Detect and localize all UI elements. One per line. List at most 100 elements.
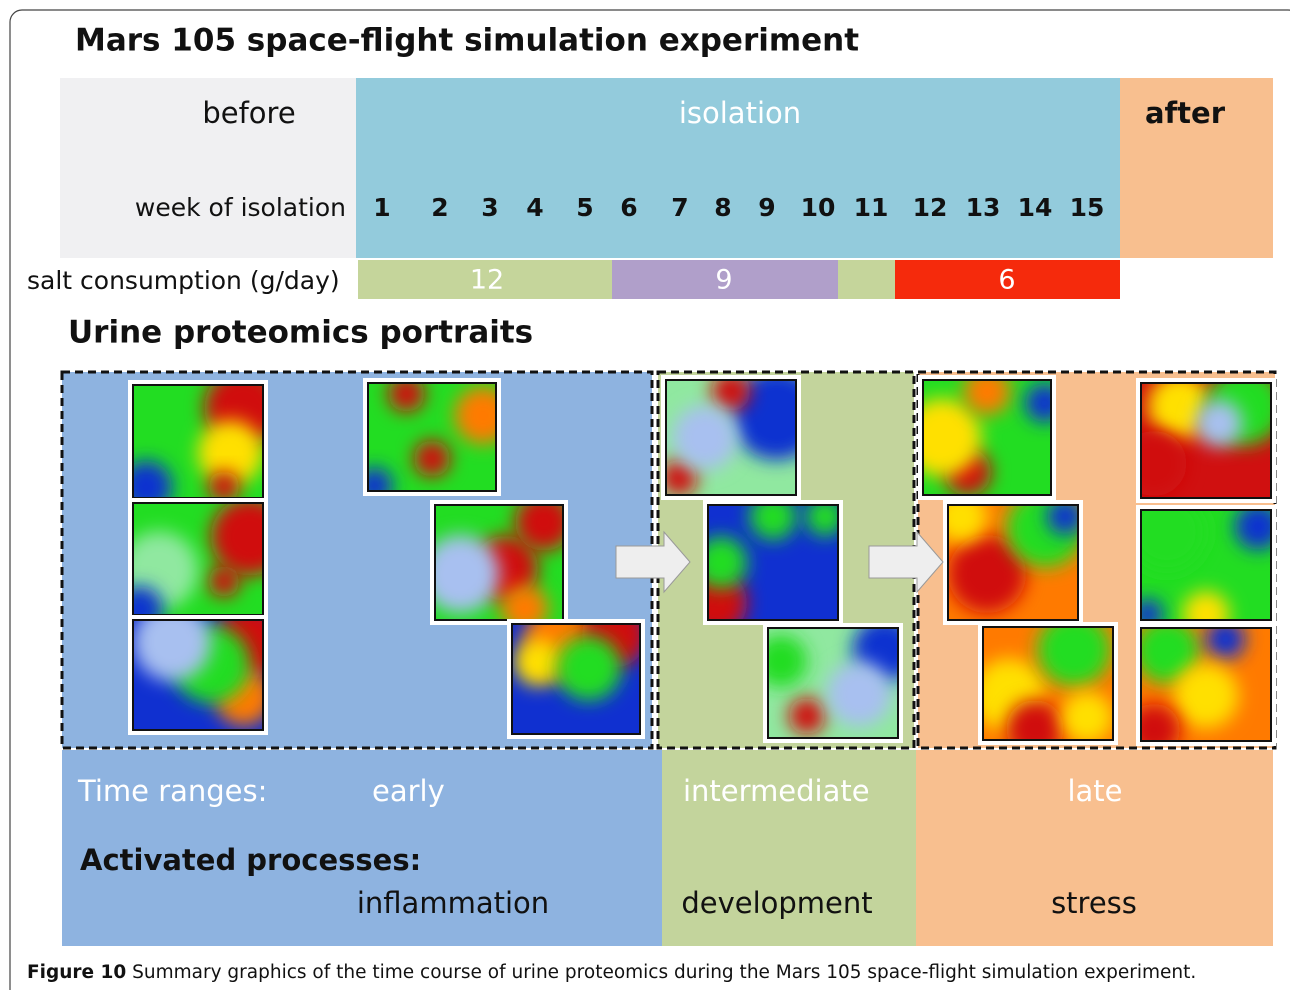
salt-value: 6 xyxy=(998,265,1015,296)
after-block xyxy=(1120,78,1273,258)
week-number: 6 xyxy=(620,193,637,222)
time-range: intermediate xyxy=(683,774,870,808)
portrait xyxy=(368,383,496,491)
time-range: early xyxy=(372,774,445,808)
portrait-blob xyxy=(963,380,1011,415)
portrait-blob xyxy=(454,386,496,444)
time-range: late xyxy=(1067,774,1122,808)
portrait xyxy=(1141,628,1271,741)
before-block xyxy=(60,78,356,258)
processes-label: Activated processes: xyxy=(80,843,421,877)
portrait xyxy=(435,505,563,620)
portrait-blob xyxy=(1141,628,1200,684)
portrait-border xyxy=(922,379,1052,496)
portrait xyxy=(133,503,263,615)
portrait xyxy=(1141,510,1271,620)
portrait-blob xyxy=(208,471,240,498)
portrait-blob xyxy=(1141,431,1187,496)
portrait-border xyxy=(132,619,264,731)
portrait-border xyxy=(434,504,564,621)
portrait-blob xyxy=(133,460,172,498)
portrait-border xyxy=(707,504,839,621)
portrait-border xyxy=(665,379,797,496)
portrait-blob xyxy=(1141,510,1206,571)
portrait-blob xyxy=(1046,505,1078,535)
time-ranges-label: Time ranges: xyxy=(77,774,267,808)
portrait-blob xyxy=(368,467,393,491)
portrait-blob xyxy=(514,639,561,686)
portrait-border xyxy=(1140,382,1272,499)
title: Mars 105 space-flight simulation experim… xyxy=(75,23,859,59)
portrait xyxy=(923,380,1051,495)
week-number: 13 xyxy=(966,193,1001,222)
week-number: 15 xyxy=(1070,193,1105,222)
portrait-blob xyxy=(1141,598,1164,620)
portrait-border xyxy=(367,382,497,492)
portrait-blob xyxy=(133,620,211,681)
portrait xyxy=(512,624,640,734)
week-number: 9 xyxy=(758,193,775,222)
portrait-blob xyxy=(501,585,548,620)
portrait xyxy=(1141,383,1271,498)
week-number: 12 xyxy=(913,193,948,222)
week-number: 14 xyxy=(1018,193,1053,222)
portrait-border xyxy=(1140,627,1272,742)
portrait xyxy=(708,505,838,620)
portrait-border xyxy=(982,626,1114,741)
week-number: 3 xyxy=(481,193,498,222)
portrait-blob xyxy=(708,536,747,589)
portrait-blob xyxy=(672,405,738,470)
intermediate-block xyxy=(662,750,916,946)
portrait xyxy=(768,628,898,738)
arrow xyxy=(868,530,944,594)
salt-value: 9 xyxy=(715,265,732,296)
portrait-blob xyxy=(515,505,563,551)
portrait-blob xyxy=(556,635,622,701)
week-number: 10 xyxy=(801,193,836,222)
portrait-blob xyxy=(435,535,500,613)
process: inflammation xyxy=(357,886,549,920)
caption: Figure 10 Summary graphics of the time c… xyxy=(27,962,1196,983)
salt-bar xyxy=(358,260,612,299)
portrait-blob xyxy=(208,565,240,598)
portrait-blob xyxy=(749,505,797,540)
portrait-blob xyxy=(388,383,425,412)
phase-label: isolation xyxy=(679,96,801,130)
isolation-block xyxy=(356,78,1120,258)
portrait xyxy=(983,627,1113,740)
portrait-blob xyxy=(1061,691,1113,740)
portrait xyxy=(133,385,263,498)
portrait-blob xyxy=(1234,510,1271,550)
early-block xyxy=(62,750,662,946)
process: development xyxy=(681,886,872,920)
portrait-blob xyxy=(1037,627,1111,686)
portrait-border xyxy=(947,504,1079,621)
week-number: 1 xyxy=(373,193,390,222)
portrait-blob xyxy=(133,586,163,615)
portrait-blob xyxy=(948,505,987,543)
week-number: 7 xyxy=(671,193,688,222)
portrait-blob xyxy=(826,661,892,727)
process: stress xyxy=(1051,886,1137,920)
portraits xyxy=(128,375,1276,746)
portrait xyxy=(133,620,263,730)
salt-bar xyxy=(612,260,838,299)
portrait-blob xyxy=(788,697,826,735)
outer-frame xyxy=(9,9,1290,990)
portrait-blob xyxy=(923,398,982,477)
portrait-blob xyxy=(1206,628,1245,659)
caption-label: Figure 10 xyxy=(27,962,126,983)
portrait-blob xyxy=(413,440,451,477)
phase-label: before xyxy=(202,96,295,130)
week-numbers: 1 2 3 4 5 6 7 8 9 10 11 12 13 14 15 xyxy=(373,193,1104,222)
portrait-blob xyxy=(948,535,1026,613)
salt-value: 12 xyxy=(470,265,504,296)
portrait-blob xyxy=(1141,703,1180,741)
portrait-blob xyxy=(211,503,263,576)
salt-label: salt consumption (g/day) xyxy=(27,266,340,295)
week-number: 8 xyxy=(714,193,731,222)
portrait-blob xyxy=(666,459,698,495)
salt-bar xyxy=(838,260,895,299)
